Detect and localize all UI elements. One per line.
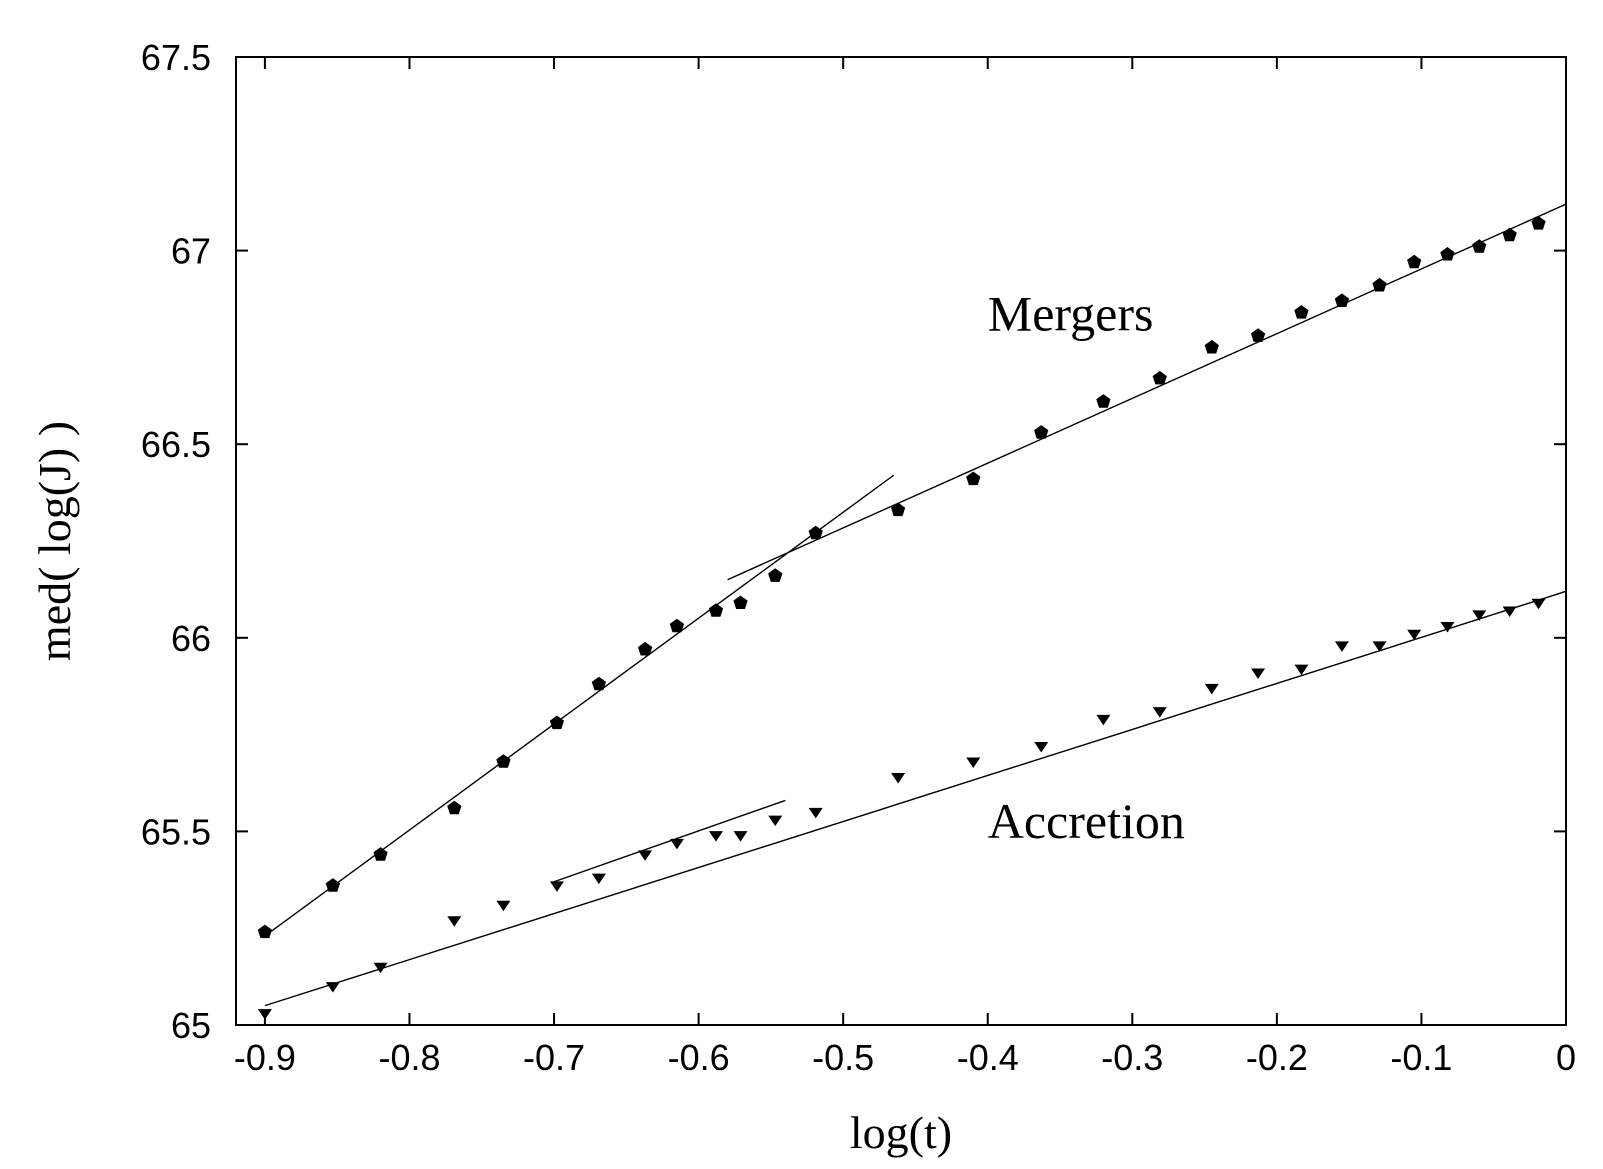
annotations: Mergers Accretion <box>988 286 1185 849</box>
pentagon-point <box>966 471 981 486</box>
triangle-point <box>768 815 783 827</box>
pentagon-point <box>1250 328 1266 342</box>
y-tick-label: 67.5 <box>141 37 211 78</box>
pentagon-point <box>708 603 724 617</box>
pentagon-point <box>373 847 388 861</box>
data-points <box>257 216 1546 1020</box>
triangle-point <box>1251 668 1266 679</box>
x-axis-label: log(t) <box>850 1107 952 1158</box>
triangle-point <box>1472 610 1487 621</box>
pentagon-point <box>496 754 511 768</box>
y-tick-label: 67 <box>171 231 211 272</box>
x-tick-label: 0 <box>1556 1037 1576 1078</box>
triangle-point <box>808 807 823 819</box>
triangle-point <box>733 831 748 842</box>
pentagon-point <box>549 715 565 730</box>
x-tick-label: -0.9 <box>234 1037 296 1078</box>
pentagon-point <box>638 641 653 656</box>
pentagon-point <box>733 595 748 609</box>
pentagon-point <box>1531 216 1546 230</box>
triangle-point <box>966 757 981 769</box>
triangle-point <box>1372 641 1387 652</box>
pentagon-point <box>1472 239 1487 253</box>
pentagon-point <box>591 676 606 691</box>
triangle-point <box>373 962 388 974</box>
x-tick-label: -0.2 <box>1246 1037 1308 1078</box>
triangle-point <box>1096 714 1111 726</box>
fit-line <box>553 799 786 883</box>
pentagon-point <box>669 618 685 633</box>
axis-ticks <box>236 56 1567 1026</box>
triangle-point <box>1204 683 1219 695</box>
annotation-accretion: Accretion <box>988 793 1185 849</box>
x-tick-label: -0.3 <box>1101 1037 1163 1078</box>
fit-line <box>264 474 895 937</box>
triangle-point <box>1407 629 1422 641</box>
pentagon-point <box>1034 425 1049 439</box>
pentagon-point <box>447 800 462 815</box>
x-tick-label: -0.8 <box>378 1037 440 1078</box>
triangle-point <box>257 1009 272 1020</box>
pentagon-point <box>1152 370 1167 385</box>
pentagon-point <box>1096 394 1111 408</box>
plot-frame <box>235 56 1567 1026</box>
x-tick-label: -0.5 <box>812 1037 874 1078</box>
triangle-point <box>1294 664 1309 676</box>
triangle-point <box>638 850 653 861</box>
y-axis-label: med( log(J) ) <box>29 421 80 661</box>
pentagon-point <box>1294 305 1309 319</box>
triangle-point <box>591 873 606 885</box>
triangle-point <box>325 982 340 993</box>
pentagon-point <box>1204 339 1219 354</box>
pentagon-point <box>1502 227 1517 242</box>
triangle-point <box>891 772 906 784</box>
pentagon-point <box>768 568 783 582</box>
pentagon-point <box>257 924 272 939</box>
triangle-point <box>549 881 564 892</box>
triangle-point <box>447 916 462 927</box>
fit-line <box>727 203 1567 581</box>
triangle-point <box>1502 606 1517 617</box>
triangle-point <box>496 900 511 912</box>
y-tick-label: 65 <box>171 1005 211 1046</box>
pentagon-point <box>1372 277 1387 292</box>
triangle-point <box>1034 742 1049 753</box>
triangle-point <box>669 838 684 850</box>
y-tick-label: 66 <box>171 618 211 659</box>
triangle-point <box>1531 598 1546 610</box>
x-tick-label: -0.4 <box>957 1037 1019 1078</box>
y-tick-label: 66.5 <box>141 424 211 465</box>
y-tick-label: 65.5 <box>141 811 211 852</box>
pentagon-point <box>1407 254 1422 269</box>
pentagon-point <box>891 502 906 517</box>
pentagon-point <box>325 878 340 892</box>
pentagon-point <box>1440 247 1455 261</box>
pentagon-point <box>808 525 823 540</box>
pentagon-point <box>1334 293 1350 307</box>
triangle-point <box>1152 707 1167 718</box>
x-tick-label: -0.7 <box>523 1037 585 1078</box>
triangle-point <box>1440 621 1455 633</box>
fit-lines <box>264 203 1567 1007</box>
tick-labels: -0.9 -0.8 -0.7 -0.6 -0.5 -0.4 -0.3 -0.2 -0.1 0 65 6… <box>141 37 1576 1078</box>
annotation-mergers: Mergers <box>988 286 1154 342</box>
triangle-point <box>708 831 723 842</box>
fit-line <box>264 590 1567 1007</box>
x-tick-label: -0.6 <box>668 1037 730 1078</box>
x-tick-label: -0.1 <box>1390 1037 1452 1078</box>
triangle-point <box>1334 641 1349 652</box>
